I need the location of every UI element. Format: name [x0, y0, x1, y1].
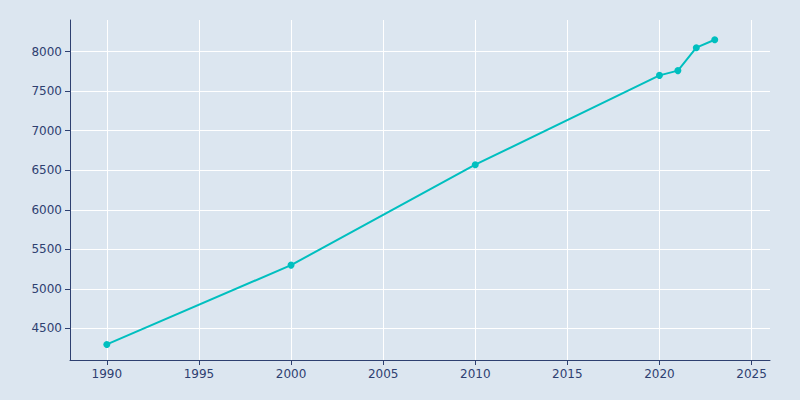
svg-text:2025: 2025 [736, 367, 767, 381]
svg-text:6000: 6000 [31, 203, 62, 217]
svg-text:2015: 2015 [552, 367, 583, 381]
svg-text:6500: 6500 [31, 163, 62, 177]
svg-text:2010: 2010 [460, 367, 491, 381]
svg-text:8000: 8000 [31, 45, 62, 59]
svg-text:1995: 1995 [184, 367, 215, 381]
svg-text:4500: 4500 [31, 321, 62, 335]
svg-text:5500: 5500 [31, 242, 62, 256]
svg-text:2005: 2005 [368, 367, 399, 381]
svg-text:7500: 7500 [31, 84, 62, 98]
svg-text:7000: 7000 [31, 124, 62, 138]
svg-text:2000: 2000 [276, 367, 307, 381]
svg-text:5000: 5000 [31, 282, 62, 296]
svg-text:1990: 1990 [92, 367, 123, 381]
svg-text:2020: 2020 [644, 367, 675, 381]
